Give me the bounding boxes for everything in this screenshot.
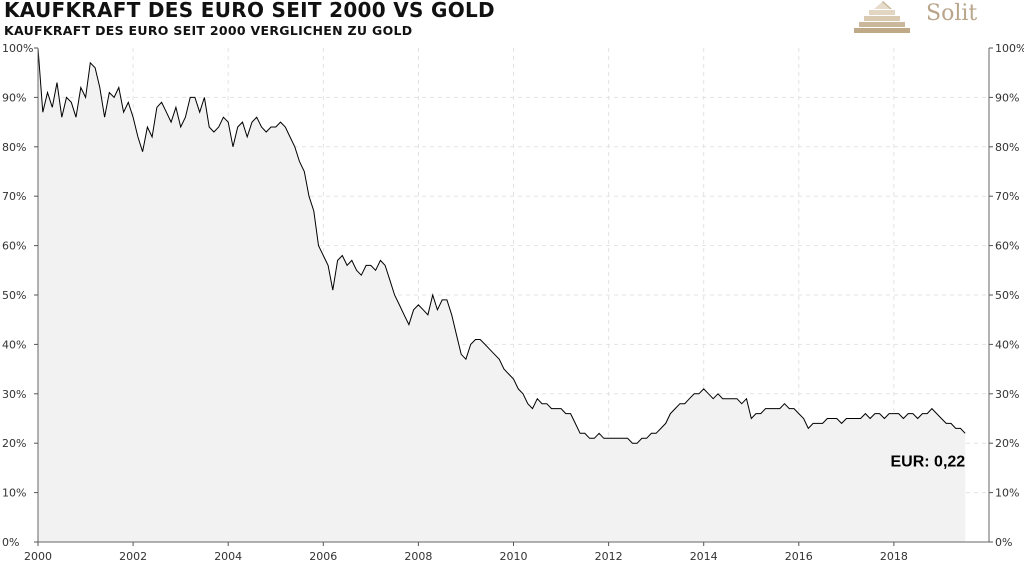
y-tick-label-left: 60% — [2, 240, 26, 253]
y-tick-label-right: 70% — [995, 190, 1019, 203]
x-tick-label: 2006 — [309, 550, 337, 563]
x-tick-label: 2000 — [24, 550, 52, 563]
y-tick-label-left: 30% — [2, 388, 26, 401]
y-axis-right: 0% 10% 20% 30% 40% 50% 60% 70% 80% 90% 100% — [989, 42, 1024, 549]
y-tick-label-right: 100% — [995, 42, 1024, 55]
y-tick-label-left: 50% — [2, 289, 26, 302]
y-tick-label-right: 0% — [995, 536, 1012, 549]
x-tick-label: 2002 — [119, 550, 147, 563]
y-tick-label-right: 50% — [995, 289, 1019, 302]
y-axis-left: 0% 10% 20% 30% 40% 50% 60% 70% 80% 90% 100% — [2, 42, 38, 549]
y-tick-label-right: 10% — [995, 487, 1019, 500]
x-axis: 2000 2002 2004 2006 2008 2010 2012 2014 2016 2018 — [24, 542, 908, 563]
x-tick-label: 2004 — [214, 550, 242, 563]
y-tick-label-right: 80% — [995, 141, 1019, 154]
y-tick-label-left: 70% — [2, 190, 26, 203]
series-line — [37, 47, 966, 444]
series-area-fill — [38, 48, 966, 542]
y-tick-label-left: 90% — [2, 91, 26, 104]
logo-text: Solit — [926, 1, 978, 26]
x-tick-label: 2018 — [880, 550, 908, 563]
y-tick-label-left: 0% — [2, 536, 19, 549]
y-tick-label-left: 20% — [2, 437, 26, 450]
x-tick-label: 2012 — [595, 550, 623, 563]
y-tick-label-right: 60% — [995, 240, 1019, 253]
x-tick-label: 2016 — [785, 550, 813, 563]
x-tick-label: 2010 — [500, 550, 528, 563]
y-tick-label-left: 100% — [2, 42, 33, 55]
y-tick-label-right: 40% — [995, 338, 1019, 351]
x-tick-label: 2014 — [690, 550, 718, 563]
y-tick-label-right: 30% — [995, 388, 1019, 401]
pyramid-icon — [854, 1, 910, 33]
value-annotation: EUR: 0,22 — [890, 453, 965, 470]
y-tick-label-left: 40% — [2, 338, 26, 351]
y-tick-label-right: 90% — [995, 91, 1019, 104]
chart-title: KAUFKRAFT DES EURO SEIT 2000 VS GOLD — [4, 0, 495, 22]
chart-subtitle: KAUFKRAFT DES EURO SEIT 2000 VERGLICHEN … — [4, 23, 413, 38]
y-tick-label-left: 10% — [2, 487, 26, 500]
x-tick-label: 2008 — [404, 550, 432, 563]
y-tick-label-left: 80% — [2, 141, 26, 154]
y-tick-label-right: 20% — [995, 437, 1019, 450]
solit-logo: Solit — [852, 0, 992, 34]
